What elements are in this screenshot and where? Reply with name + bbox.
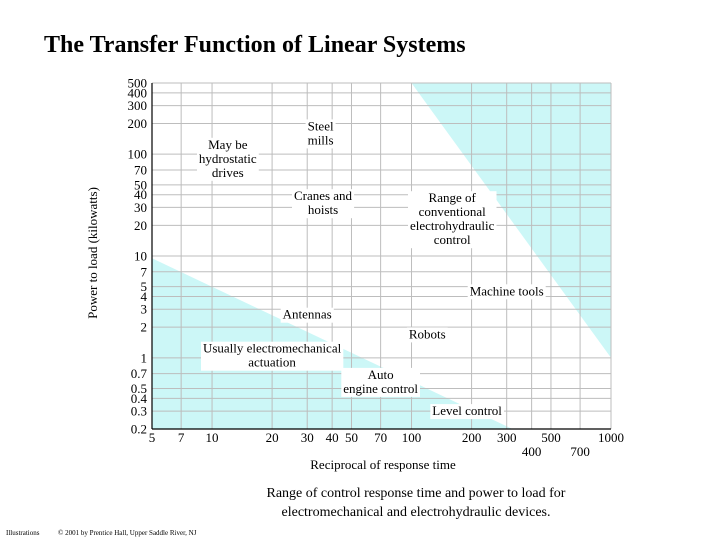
y-axis-label: Power to load (kilowatts) bbox=[85, 187, 100, 319]
y-tick-label: 0.7 bbox=[131, 366, 148, 381]
y-tick-label: 20 bbox=[134, 218, 147, 233]
annotation-line: Robots bbox=[409, 326, 446, 341]
annotation-line: Cranes and bbox=[294, 188, 353, 203]
annotation-line: mills bbox=[308, 132, 334, 147]
y-tick-label: 3 bbox=[141, 302, 148, 317]
y-tick-label: 0.4 bbox=[131, 391, 148, 406]
y-tick-label: 2 bbox=[141, 320, 148, 335]
y-tick-label: 400 bbox=[128, 85, 148, 100]
annotation-bg bbox=[201, 341, 344, 371]
x-tick-label: 300 bbox=[497, 430, 517, 445]
annotation-bg bbox=[292, 189, 355, 219]
annotation-line: engine control bbox=[343, 381, 418, 396]
y-tick-label: 500 bbox=[128, 76, 148, 91]
y-tick-label: 5 bbox=[141, 279, 148, 294]
x-tick-label: 5 bbox=[149, 430, 156, 445]
annotation-bg bbox=[406, 327, 448, 343]
annotation-bg bbox=[197, 137, 259, 181]
annotation: Machine tools bbox=[467, 283, 546, 300]
annotation-line: electrohydraulic bbox=[410, 218, 495, 233]
figure-caption: Range of control response time and power… bbox=[266, 486, 566, 520]
annotation-line: Antennas bbox=[283, 307, 332, 322]
y-tick-label: 30 bbox=[134, 200, 147, 215]
annotation: Range ofconventionalelectrohydrauliccont… bbox=[408, 190, 497, 249]
y-tick-label: 0.2 bbox=[131, 422, 147, 437]
annotation-line: Level control bbox=[432, 403, 502, 418]
y-tick-label: 0.3 bbox=[131, 404, 147, 419]
y-tick-label: 4 bbox=[141, 289, 148, 304]
annotation-line: drives bbox=[212, 165, 244, 180]
annotation-line: Machine tools bbox=[470, 283, 544, 298]
annotation-line: control bbox=[434, 232, 471, 247]
y-tick-label: 0.5 bbox=[131, 381, 147, 396]
shaded-region-0 bbox=[411, 83, 611, 358]
annotation: Robots bbox=[406, 326, 448, 343]
x-tick-label: 500 bbox=[541, 430, 561, 445]
annotation: Level control bbox=[430, 403, 504, 420]
annotation-bg bbox=[341, 367, 420, 397]
y-tick-label: 40 bbox=[134, 187, 147, 202]
annotation-line: Steel bbox=[308, 118, 334, 133]
x-tick-label: 700 bbox=[570, 444, 590, 459]
annotation-line: Auto bbox=[368, 367, 394, 382]
x-tick-label: 100 bbox=[402, 430, 422, 445]
x-tick-label: 40 bbox=[326, 430, 339, 445]
x-tick-label: 30 bbox=[301, 430, 314, 445]
x-tick-label: 10 bbox=[206, 430, 219, 445]
x-axis-label: Reciprocal of response time bbox=[310, 457, 456, 472]
y-tick-label: 10 bbox=[134, 249, 147, 264]
annotation-bg bbox=[430, 404, 504, 420]
annotation-line: hoists bbox=[308, 202, 338, 217]
axes bbox=[151, 83, 611, 430]
annotation-line: May be bbox=[208, 137, 248, 152]
slide-title: The Transfer Function of Linear Systems bbox=[44, 32, 466, 58]
footer-copyright: © 2001 by Prentice Hall, Upper Saddle Ri… bbox=[58, 529, 197, 537]
annotation-line: Usually electromechanical bbox=[203, 341, 342, 356]
y-tick-label: 100 bbox=[128, 147, 148, 162]
x-tick-label: 20 bbox=[266, 430, 279, 445]
annotation-line: conventional bbox=[419, 204, 487, 219]
annotation-line: hydrostatic bbox=[199, 151, 257, 166]
x-tick-label: 400 bbox=[522, 444, 542, 459]
y-tick-label: 300 bbox=[128, 98, 148, 113]
annotation: Antennas bbox=[280, 307, 334, 323]
x-tick-label: 7 bbox=[178, 430, 185, 445]
y-tick-label: 50 bbox=[134, 177, 147, 192]
footer-illustrations: Illustrations bbox=[6, 529, 40, 537]
annotation-line: Range of bbox=[429, 190, 477, 205]
x-tick-label: 50 bbox=[345, 430, 358, 445]
annotation-bg bbox=[467, 284, 546, 300]
y-tick-label: 7 bbox=[141, 264, 148, 279]
y-tick-label: 1 bbox=[141, 350, 148, 365]
annotation-line: actuation bbox=[248, 355, 296, 370]
annotation-bg bbox=[408, 191, 497, 249]
x-tick-label: 1000 bbox=[598, 430, 624, 445]
x-tick-label: 70 bbox=[374, 430, 387, 445]
annotation-bg bbox=[305, 119, 336, 149]
y-tick-label: 70 bbox=[134, 162, 147, 177]
x-tick-label: 200 bbox=[462, 430, 482, 445]
y-tick-label: 200 bbox=[128, 116, 148, 131]
annotation-bg bbox=[280, 307, 334, 323]
grid-lines bbox=[151, 82, 612, 430]
